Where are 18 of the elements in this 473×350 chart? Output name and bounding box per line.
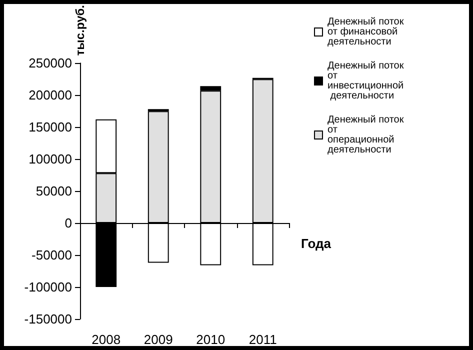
y-tick-label: 0 bbox=[64, 216, 72, 231]
y-tick-label: 150000 bbox=[28, 120, 72, 135]
x-tick-label: 2010 bbox=[196, 332, 226, 347]
x-tick-label: 2009 bbox=[144, 332, 173, 347]
x-tick-label: 2011 bbox=[248, 332, 277, 347]
y-axis-title: тыс.руб. bbox=[73, 5, 87, 56]
legend-label: Денежный поток от инвестиционной деятельности bbox=[328, 60, 407, 102]
y-tick-label: -100000 bbox=[24, 280, 72, 295]
legend-label: Денежный поток от операционной деятельности bbox=[328, 114, 407, 156]
x-tick-label: 2008 bbox=[92, 332, 121, 347]
y-tick-label: -150000 bbox=[24, 312, 72, 326]
legend-label: Денежный поток от финансовой деятельности bbox=[328, 16, 407, 48]
y-tick-label: 100000 bbox=[28, 152, 72, 167]
y-tick-label: 50000 bbox=[36, 184, 72, 199]
x-axis-title: Года bbox=[301, 236, 332, 252]
y-tick-label: 200000 bbox=[28, 88, 72, 103]
y-tick-label: -50000 bbox=[32, 248, 72, 263]
y-tick-label: 250000 bbox=[28, 56, 72, 71]
